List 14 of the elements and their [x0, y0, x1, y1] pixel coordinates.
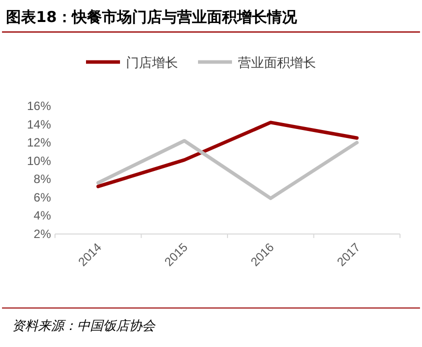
- y-tick-label: 6%: [34, 190, 52, 204]
- y-tick-label: 4%: [34, 208, 52, 223]
- y-tick-label: 14%: [26, 117, 52, 132]
- legend-label: 营业面积增长: [238, 56, 316, 71]
- y-tick-label: 2%: [34, 227, 52, 241]
- y-tick-label: 12%: [26, 136, 52, 150]
- legend-label: 门店增长: [126, 55, 178, 71]
- y-tick-label: 10%: [26, 154, 52, 168]
- y-tick-label: 16%: [26, 99, 52, 113]
- y-tick-label: 8%: [34, 172, 52, 186]
- text: 资料来源：中国饭店协会: [12, 318, 156, 334]
- line-series: [96, 138, 359, 200]
- line-series: [96, 120, 359, 188]
- chart-title: 图表18：快餐市场门店与营业面积增长情况: [6, 8, 298, 26]
